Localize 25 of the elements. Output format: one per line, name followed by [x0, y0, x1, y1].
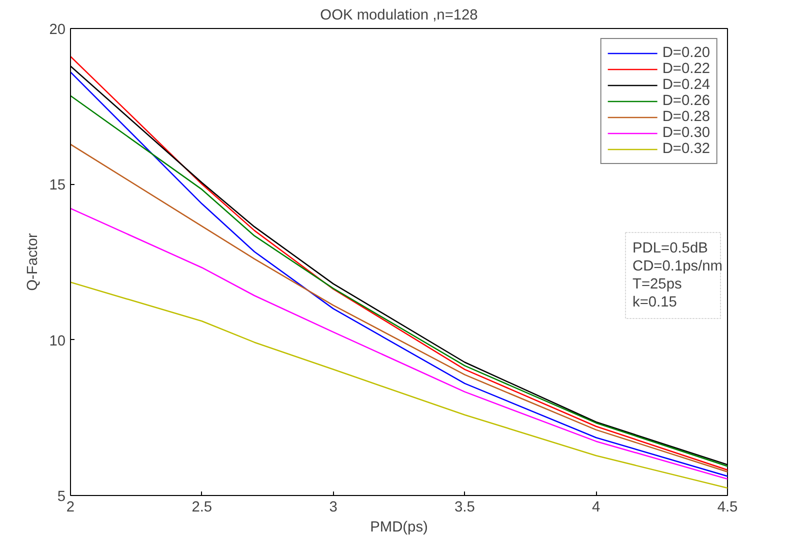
legend-label: D=0.26 [662, 93, 710, 109]
x-tick-label: 2 [66, 500, 75, 516]
y-tick-label: 15 [49, 178, 66, 194]
chart-title: OOK modulation ,n=128 [320, 8, 478, 24]
x-tick-label: 4.5 [717, 500, 738, 516]
x-tick-label: 3 [329, 500, 338, 516]
legend-label: D=0.22 [662, 61, 710, 77]
legend-label: D=0.30 [662, 125, 710, 141]
y-tick-label: 20 [49, 22, 66, 38]
y-tick-label: 5 [57, 489, 66, 505]
x-axis-title: PMD(ps) [370, 520, 428, 536]
legend-label: D=0.32 [662, 141, 710, 157]
annotation: T=25ps [632, 276, 682, 292]
legend-label: D=0.28 [662, 109, 710, 125]
y-axis-title: Q-Factor [25, 232, 42, 291]
annotation: k=0.15 [632, 294, 677, 310]
x-tick-label: 4 [592, 500, 600, 516]
annotation: PDL=0.5dB [632, 240, 708, 256]
y-tick-label: 10 [49, 333, 66, 350]
x-tick-label: 3.5 [454, 500, 475, 516]
x-tick-label: 2.5 [192, 500, 212, 516]
line-series [70, 208, 728, 480]
legend-label: D=0.24 [662, 77, 710, 93]
legend-label: D=0.20 [662, 45, 710, 61]
annotation: CD=0.1ps/nm [632, 258, 723, 274]
